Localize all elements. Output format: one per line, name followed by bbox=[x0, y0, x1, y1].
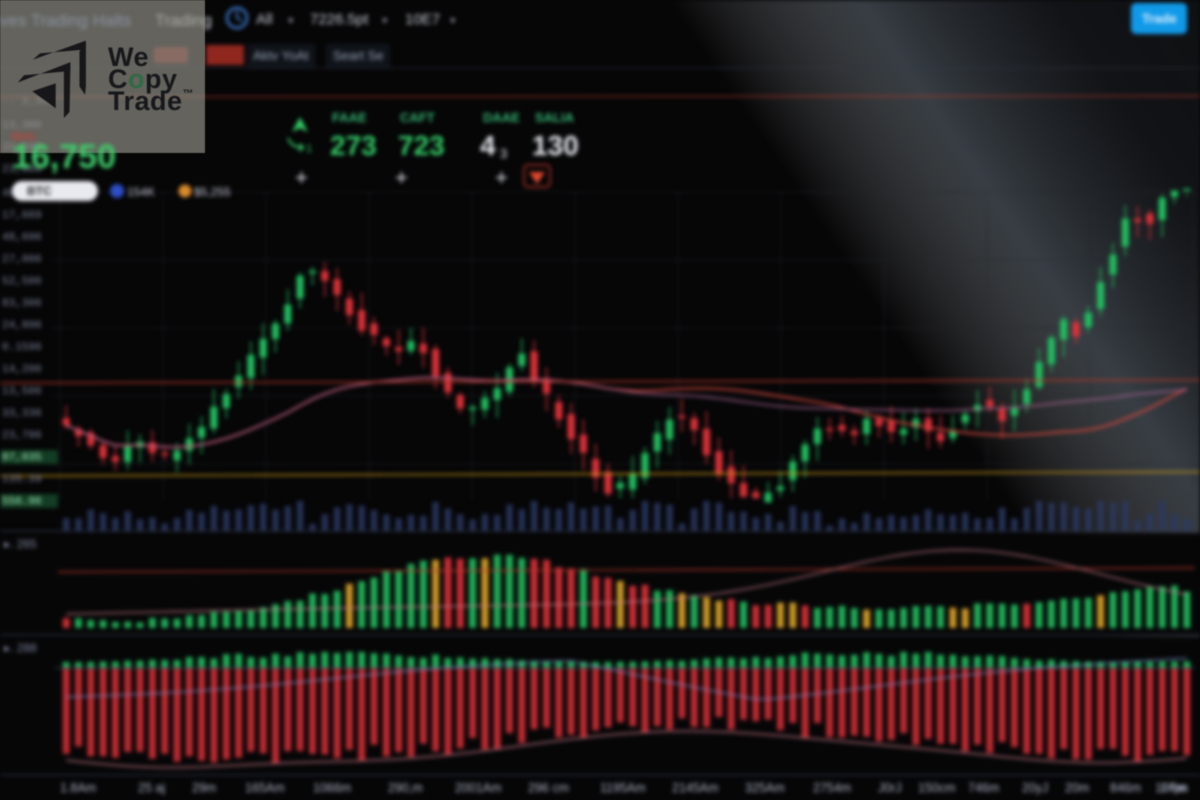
svg-text:154K: 154K bbox=[127, 185, 155, 199]
svg-text:16,750: 16,750 bbox=[12, 138, 116, 176]
svg-text:BTC: BTC bbox=[27, 184, 52, 198]
svg-text:$5,255: $5,255 bbox=[194, 185, 231, 199]
